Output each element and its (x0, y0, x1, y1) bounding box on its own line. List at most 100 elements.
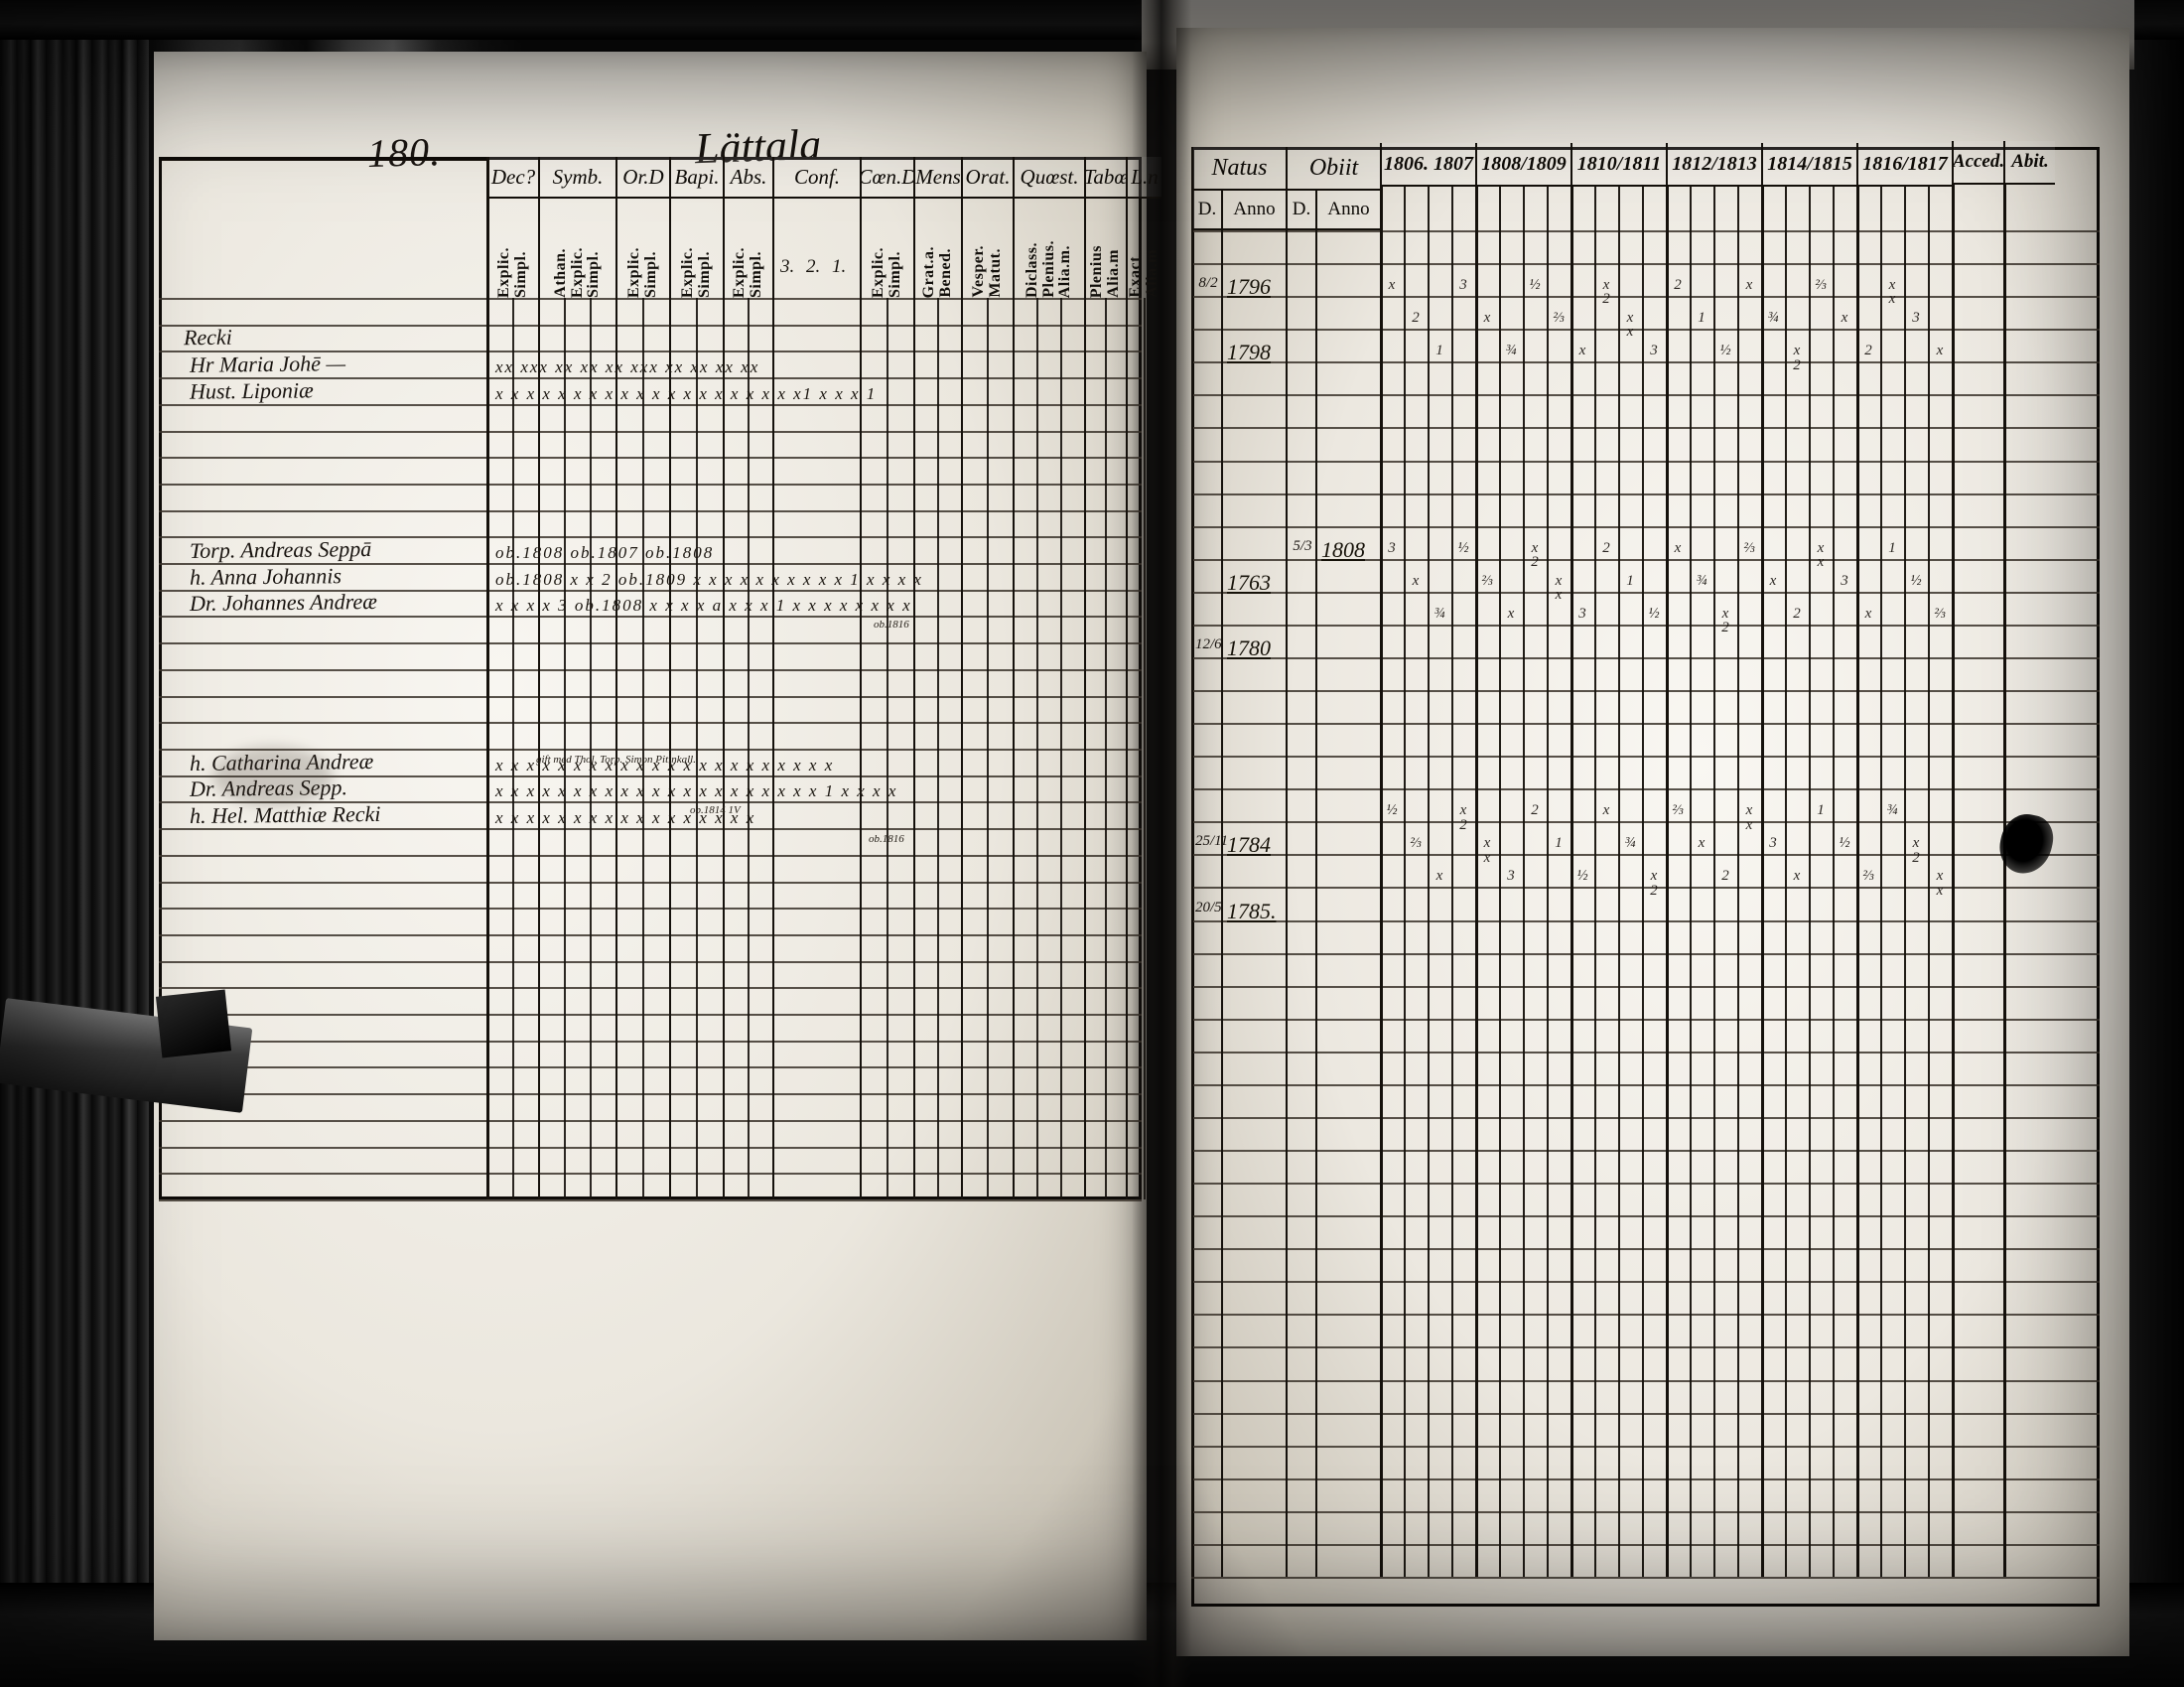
row-rule (159, 403, 1142, 406)
obiit-day: 5/3 (1293, 537, 1312, 554)
column-header-cnd: Cœn.D (860, 157, 913, 199)
subheader-text: Vesper. (970, 245, 988, 298)
row-rule (159, 933, 1142, 936)
attendance-mark: ⅔ (1672, 802, 1684, 819)
attendance-mark: x 2 (1459, 802, 1467, 833)
row-rule (1191, 854, 2100, 857)
year-subcolumn-rule (1737, 187, 1739, 1577)
attendance-mark: ¾ (1624, 835, 1636, 852)
attendance-mark: ¾ (1767, 310, 1779, 327)
attendance-mark: x (1769, 572, 1777, 589)
column-rule (1952, 185, 1955, 1577)
row-rule (1191, 624, 2100, 627)
row-rule (159, 1093, 1142, 1096)
row-rule (1191, 1248, 2100, 1251)
attendance-mark: 3 (1912, 310, 1920, 327)
year-subcolumn-rule (1451, 187, 1453, 1577)
attendance-mark: x (1674, 539, 1682, 556)
subheader-text: Plenius. (1039, 240, 1057, 298)
row-rule (1191, 690, 2100, 693)
attendance-mark: x (1388, 277, 1396, 294)
attendance-mark: 2 (1864, 343, 1872, 359)
row-rule (1191, 1445, 2100, 1448)
column-header-abs: Abs. (723, 157, 772, 199)
row-rule (1191, 296, 2100, 299)
row-rule (159, 695, 1142, 698)
attendance-mark: 2 (1531, 802, 1539, 819)
name-column-rule (486, 157, 489, 1199)
natus-day: 12/6 (1195, 635, 1222, 652)
column-header-qust: Quœst. (1013, 157, 1084, 199)
subheader-text: Athan. (551, 248, 569, 298)
subheader-natus-year: Anno (1221, 191, 1286, 230)
register-row-marks: x x x x 3 ob.1808 x x x x a x x x 1 x x … (495, 596, 912, 616)
subheader-obiit-day: D. (1286, 191, 1315, 230)
column-header-orat: Orat. (961, 157, 1013, 199)
attendance-mark: x (1841, 310, 1848, 327)
register-row-marks: ob.1808 x x 2 ob.1809 x x x x x x x x x … (495, 569, 923, 589)
register-row-name: Torp. Andreas Seppā (189, 536, 372, 564)
column-subrule (937, 298, 939, 1199)
row-rule (1191, 756, 2100, 759)
year-subcolumn-rule (1904, 187, 1906, 1577)
row-rule (159, 1173, 1142, 1176)
column-rule (1315, 230, 1317, 1577)
conf-level-3: 3. (780, 256, 795, 277)
column-header-dec: Dec? (486, 157, 538, 199)
attendance-mark: 2 (1412, 310, 1420, 327)
column-subheader-mens: Grat.a. Bened. (913, 199, 961, 298)
row-rule (159, 828, 1142, 831)
row-rule (159, 881, 1142, 884)
row-rule (1191, 887, 2100, 890)
subheader-text: Simpl. (887, 250, 903, 298)
attendance-mark: x 2 (1721, 605, 1729, 636)
attendance-mark: 3 (1459, 277, 1467, 294)
attendance-mark: ½ (1457, 539, 1469, 556)
row-rule (159, 483, 1142, 486)
right-page: Natus D. Anno Obiit D. Anno 1806. 1807 1808/180… (1176, 28, 2129, 1656)
paper-scuff (213, 747, 333, 806)
row-rule (1191, 1051, 2100, 1054)
year-column-header: 1810/1811 (1570, 143, 1666, 187)
row-rule (1191, 656, 2100, 659)
year-subcolumn-rule (1594, 187, 1596, 1577)
marginal-annotation: gift med Thol. Torp. Simon Pitinkall. (536, 754, 696, 767)
attendance-mark: x x (1888, 277, 1896, 308)
subheader-text: Matut. (987, 248, 1004, 298)
row-rule (159, 351, 1142, 353)
row-rule (159, 1066, 1142, 1069)
row-rule (159, 430, 1142, 433)
subheader-text: Explic. (679, 246, 697, 298)
attendance-mark: ¾ (1433, 605, 1445, 622)
attendance-mark: x (1698, 835, 1706, 852)
attendance-mark: x x (1555, 572, 1563, 604)
book-edge-left (0, 0, 149, 1687)
row-rule (159, 908, 1142, 911)
natus-day: 25/11 (1195, 833, 1229, 850)
year-subcolumn-rule (1642, 187, 1644, 1577)
year-column-header: 1816/1817 (1856, 143, 1952, 187)
row-rule (159, 1199, 1142, 1201)
column-header-acced: Acced. (1952, 141, 2003, 185)
row-rule (159, 1014, 1142, 1017)
row-rule (159, 616, 1142, 619)
subheader-obiit-year: Anno (1315, 191, 1380, 230)
year-column-rule (1666, 187, 1669, 1577)
subheader-text: Simpl. (696, 250, 713, 298)
row-rule (1191, 460, 2100, 463)
column-subrule (1060, 298, 1062, 1199)
attendance-mark: ¾ (1886, 802, 1898, 819)
register-row-marks: x x x x x x x x x x x x x x x x x (495, 808, 756, 828)
row-rule (159, 722, 1142, 725)
subheader-text: Simpl. (512, 250, 529, 298)
row-rule (1191, 1183, 2100, 1186)
row-rule (159, 749, 1142, 751)
year-subcolumn-rule (1404, 187, 1406, 1577)
column-rule (1286, 230, 1288, 1577)
row-rule (159, 668, 1142, 671)
attendance-mark: x 2 (1531, 539, 1539, 570)
row-rule (1191, 1314, 2100, 1317)
register-row-name: h. Anna Johannis (189, 562, 342, 590)
attendance-mark: x x (1936, 868, 1944, 899)
row-rule (1191, 492, 2100, 495)
